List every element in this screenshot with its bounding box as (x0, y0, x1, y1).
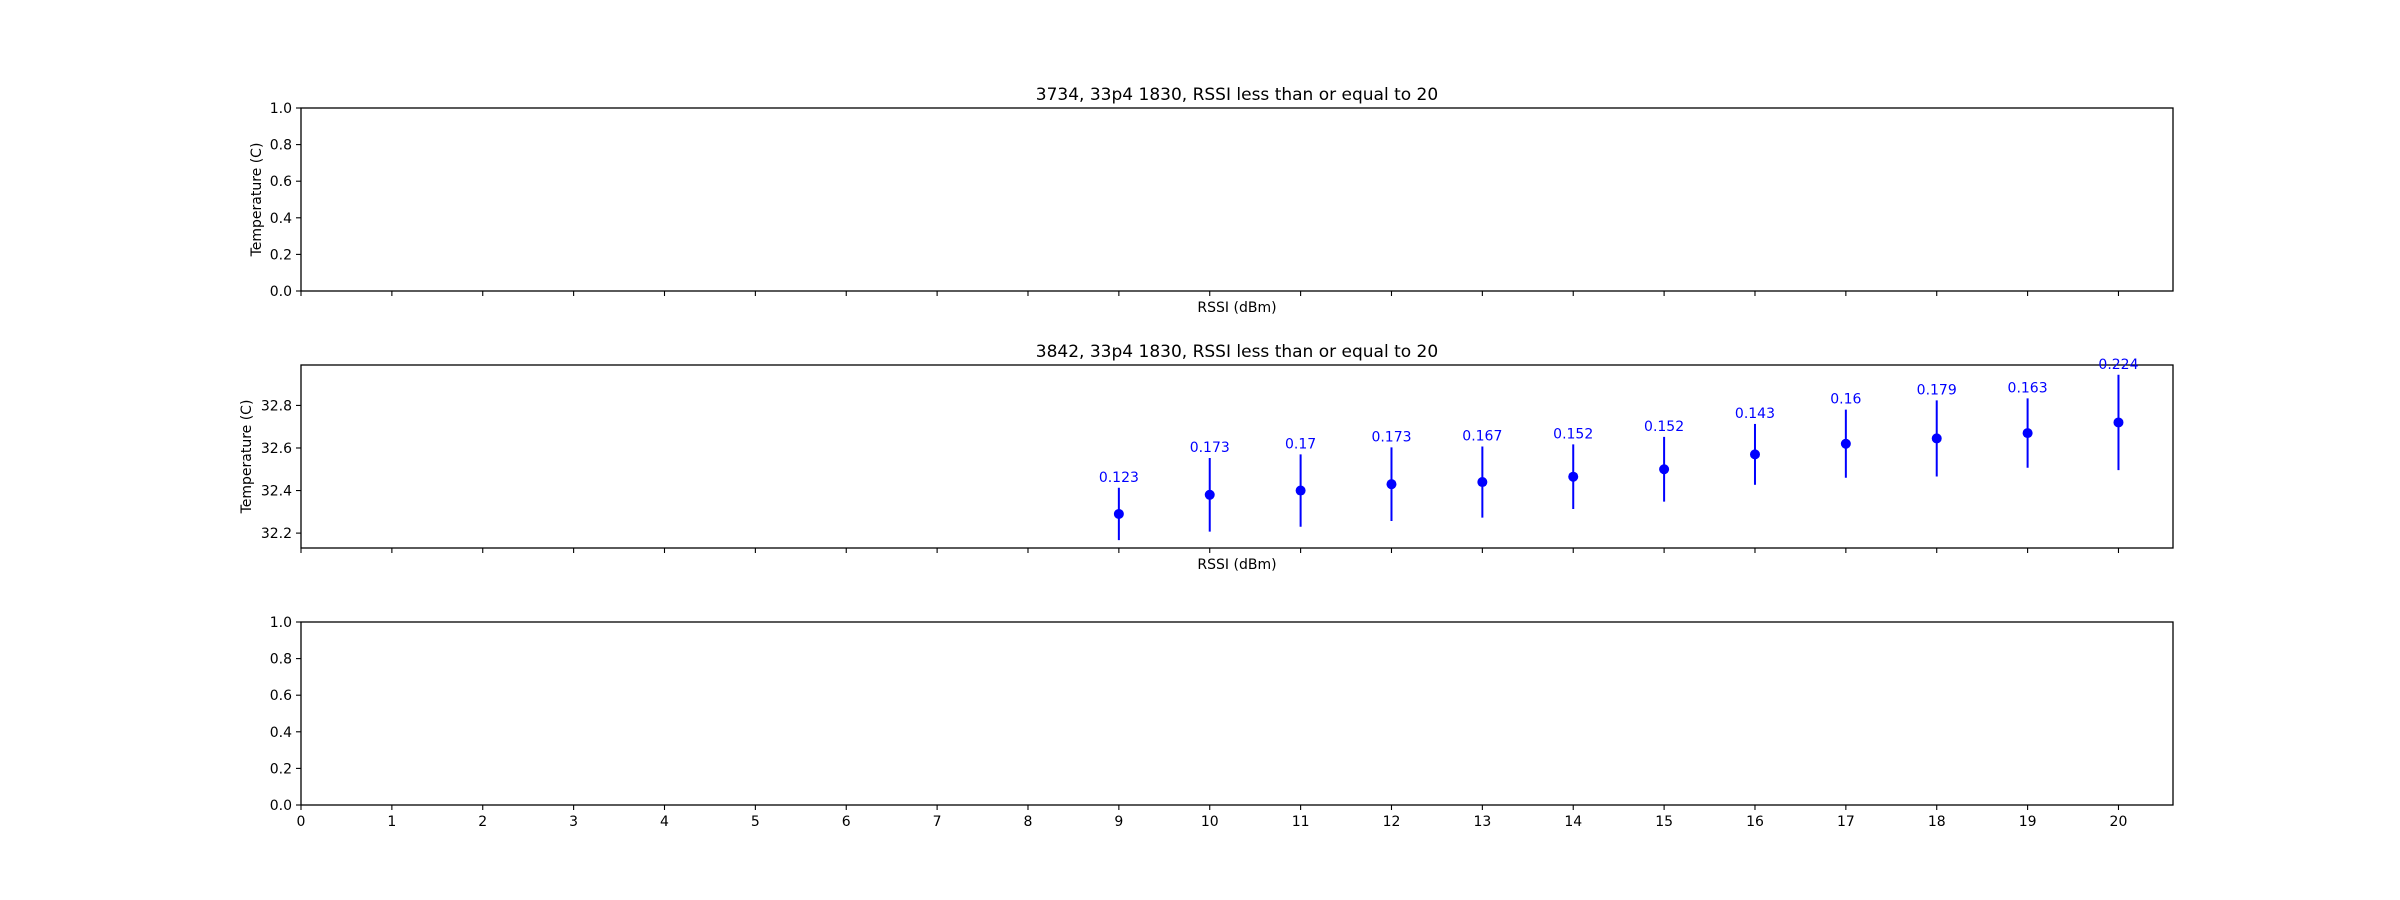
data-point (1659, 464, 1670, 475)
y-tick-label: 0.8 (270, 138, 292, 154)
x-tick-label: 2 (478, 814, 487, 830)
data-point (1840, 438, 1851, 449)
x-tick-label: 6 (842, 814, 851, 830)
chart-title: 3734, 33p4 1830, RSSI less than or equal… (1036, 85, 1438, 105)
data-label: 0.179 (1917, 382, 1957, 398)
chart-panel-2: 32.2 32.4 32.6 32.8 3842, 33p4 1830, RSSI le… (239, 342, 2174, 573)
x-tick-label: 3 (569, 814, 578, 830)
data-point (1477, 477, 1488, 488)
data-label: 0.16 (1830, 392, 1861, 408)
y-tick-label: 0.4 (270, 211, 292, 227)
y-tick-label: 32.2 (261, 526, 292, 542)
data-label: 0.152 (1644, 419, 1684, 435)
plot-frame (300, 107, 2174, 292)
y-tick-label: 0.6 (270, 688, 292, 704)
data-label: 0.224 (2098, 357, 2138, 373)
y-tick-label: 1.0 (270, 101, 292, 117)
chart-title: 3842, 33p4 1830, RSSI less than or equal… (1036, 342, 1438, 362)
data-point (1386, 479, 1397, 490)
y-tick-label: 32.6 (261, 441, 292, 457)
data-point (1568, 471, 1579, 482)
x-axis-label: RSSI (dBm) (1197, 557, 1276, 573)
data-point (1295, 485, 1306, 496)
x-tick-label: 4 (660, 814, 669, 830)
y-tick-label: 32.4 (261, 484, 292, 500)
data-point (2113, 417, 2124, 428)
x-tick-label: 20 (2110, 814, 2128, 830)
x-tick-label: 0 (297, 814, 306, 830)
x-tick-label: 7 (933, 814, 942, 830)
x-tick-label: 18 (1928, 814, 1946, 830)
x-tick-label: 10 (1201, 814, 1219, 830)
y-tick-label: 0.2 (270, 247, 292, 263)
data-label: 0.167 (1462, 428, 1502, 444)
data-label: 0.123 (1099, 470, 1139, 486)
x-tick-label: 11 (1292, 814, 1310, 830)
data-label: 0.17 (1285, 436, 1316, 452)
plot-frame (300, 621, 2174, 806)
x-tick-label: 12 (1383, 814, 1401, 830)
x-tick-label: 1 (387, 814, 396, 830)
x-tick-label: 15 (1655, 814, 1673, 830)
x-tick-label: 16 (1746, 814, 1764, 830)
x-tick-label: 14 (1564, 814, 1582, 830)
y-axis-label: Temperature (C) (249, 143, 265, 258)
x-tick-label: 17 (1837, 814, 1855, 830)
data-point (1113, 508, 1124, 519)
data-label: 0.173 (1371, 429, 1411, 445)
y-tick-label: 0.4 (270, 725, 292, 741)
data-point (1204, 489, 1215, 500)
y-tick-label: 32.8 (261, 398, 292, 414)
data-label: 0.163 (2008, 380, 2048, 396)
x-tick-label: 9 (1114, 814, 1123, 830)
data-point (1931, 433, 1942, 444)
x-tick-label: 19 (2019, 814, 2037, 830)
x-tick-label: 5 (751, 814, 760, 830)
x-tick-label: 8 (1024, 814, 1033, 830)
y-tick-label: 1.0 (270, 615, 292, 631)
chart-panel-1: 0.0 0.2 0.4 0.6 0.8 1.0 3734, 33p4 1830, RSSI … (249, 85, 2174, 316)
y-tick-label: 0.8 (270, 652, 292, 668)
plot-frame (300, 364, 2174, 549)
data-point (1749, 449, 1760, 460)
chart-panel-3: 0 1 2 3 4 5 6 7 8 9 10 11 12 13 14 15 16 17 18 19 200.00.20.… (270, 615, 2174, 830)
x-tick-label: 13 (1473, 814, 1491, 830)
y-tick-label: 0.6 (270, 174, 292, 190)
y-tick-label: 0.2 (270, 761, 292, 777)
y-axis-label: Temperature (C) (239, 400, 255, 515)
data-point (2022, 428, 2033, 439)
y-tick-label: 0.0 (270, 798, 292, 814)
y-tick-label: 0.0 (270, 284, 292, 300)
x-axis-label: RSSI (dBm) (1197, 300, 1276, 316)
data-label: 0.143 (1735, 406, 1775, 422)
data-label: 0.152 (1553, 426, 1593, 442)
data-label: 0.173 (1190, 440, 1230, 456)
